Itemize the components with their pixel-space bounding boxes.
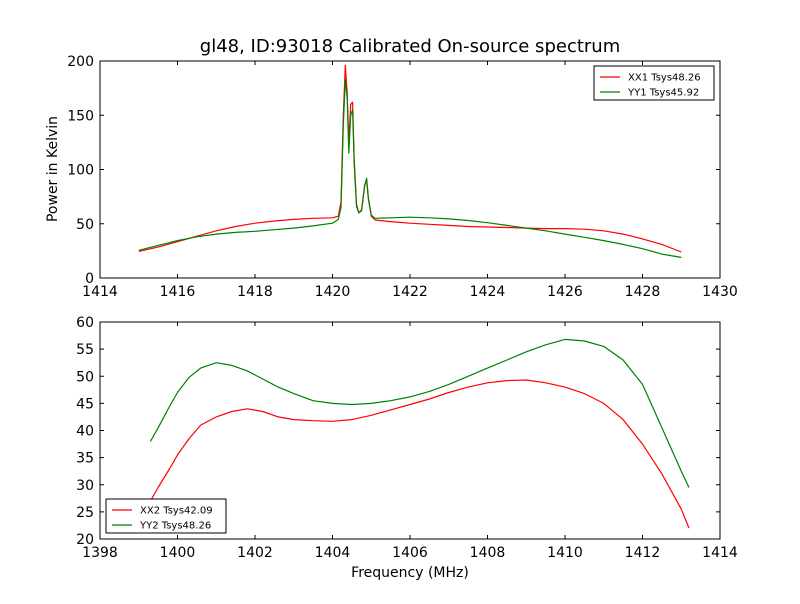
top-legend-label: YY1 Tsys45.92 — [627, 88, 699, 99]
bottom-legend: XX2 Tsys42.09 YY2 Tsys48.26 — [105, 498, 227, 534]
bottom-x-tick-label: 1402 — [237, 545, 273, 561]
top-x-tick-label: 1424 — [470, 284, 506, 300]
bottom-y-tick-label: 40 — [76, 424, 94, 440]
top-x-tick-label: 1430 — [702, 284, 738, 300]
top-x-tick-label: 1420 — [315, 284, 351, 300]
bottom-x-tick-label: 1412 — [625, 545, 661, 561]
bottom-legend-box — [105, 498, 227, 534]
bottom-y-tick-label: 50 — [76, 369, 94, 385]
top-panel: gl48, ID:93018 Calibrated On-source spec… — [45, 36, 738, 300]
bottom-y-tick-label: 25 — [76, 505, 94, 521]
bottom-x-axis-label: Frequency (MHz) — [351, 565, 469, 581]
top-y-axis-label: Power in Kelvin — [45, 116, 61, 222]
top-x-tick-label: 1426 — [547, 284, 583, 300]
bottom-x-tick-label: 1414 — [702, 545, 738, 561]
top-x-tick-label: 1418 — [237, 284, 273, 300]
top-chart-title: gl48, ID:93018 Calibrated On-source spec… — [200, 36, 620, 57]
bottom-x-tick-label: 1410 — [547, 545, 583, 561]
bottom-x-tick-label: 1406 — [392, 545, 428, 561]
bottom-y-tick-label: 30 — [76, 478, 94, 494]
bottom-y-tick-label: 20 — [76, 532, 94, 548]
top-x-tick-label: 1414 — [82, 284, 118, 300]
bottom-series-2-line — [149, 338, 690, 488]
bottom-y-tick-label: 60 — [76, 315, 94, 331]
top-x-tick-label: 1422 — [392, 284, 428, 300]
bottom-y-tick-label: 35 — [76, 451, 94, 467]
top-x-tick-label: 1428 — [625, 284, 661, 300]
top-y-tick-label: 0 — [85, 271, 94, 287]
top-y-tick-label: 150 — [67, 108, 94, 124]
bottom-y-tick-label: 55 — [76, 342, 94, 358]
bottom-series-1-line — [149, 379, 690, 529]
bottom-y-tick-label: 45 — [76, 396, 94, 412]
bottom-legend-label: YY2 Tsys48.26 — [139, 521, 211, 532]
bottom-x-tick-label: 1404 — [315, 545, 351, 561]
top-series-2-line — [138, 78, 682, 258]
top-legend: XX1 Tsys48.26 YY1 Tsys45.92 — [593, 65, 715, 101]
bottom-x-tick-label: 1398 — [82, 545, 118, 561]
top-y-tick-label: 50 — [76, 217, 94, 233]
top-legend-box — [593, 65, 715, 101]
bottom-panel: Frequency (MHz) 1398 1400 1402 1404 1406 1408… — [76, 315, 738, 581]
top-y-tick-label: 200 — [67, 54, 94, 70]
bottom-x-tick-label: 1400 — [160, 545, 196, 561]
top-x-tick-label: 1416 — [160, 284, 196, 300]
top-y-tick-label: 100 — [67, 163, 94, 179]
bottom-x-tick-label: 1408 — [470, 545, 506, 561]
bottom-legend-label: XX2 Tsys42.09 — [140, 506, 213, 517]
top-legend-label: XX1 Tsys48.26 — [628, 73, 701, 84]
